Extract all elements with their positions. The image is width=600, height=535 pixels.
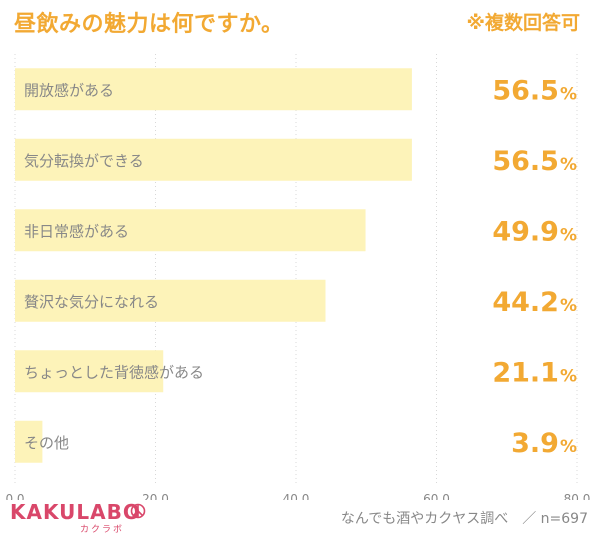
bar <box>15 209 366 252</box>
logo-text: KAKULABO <box>10 500 141 524</box>
category-label: その他 <box>24 434 69 452</box>
peace-icon <box>130 503 146 519</box>
kakulabo-logo: KAKULABO カクラボ <box>10 500 160 535</box>
value-labels: 56.5% 56.5% 49.9% 44.2% 21.1% 3.9% <box>492 75 577 459</box>
chart-title: 昼飲みの魅力は何ですか。 <box>14 12 284 37</box>
multiple-answer-note: ※複数回答可 <box>466 12 580 34</box>
bar <box>15 68 412 111</box>
x-tick-label: 80.0 <box>564 492 591 500</box>
value-label: 21.1% <box>492 357 577 388</box>
value-label: 44.2% <box>492 287 577 318</box>
category-label: ちょっとした背徳感がある <box>24 363 204 381</box>
bar-chart: 開放感がある気分転換ができる非日常感がある贅沢な気分になれるちょっとした背徳感が… <box>5 54 590 500</box>
logo-subtext: カクラボ <box>80 525 125 535</box>
bar <box>15 420 43 463</box>
bar <box>15 350 164 393</box>
bar <box>15 138 412 181</box>
gridlines <box>14 54 578 483</box>
survey-source: なんでも酒やカクヤス調べ ／ n=697 <box>340 511 588 527</box>
category-label: 非日常感がある <box>24 222 129 240</box>
value-label: 56.5% <box>492 75 577 106</box>
bars <box>15 68 412 463</box>
bar <box>15 279 326 322</box>
category-label: 贅沢な気分になれる <box>24 293 159 311</box>
x-tick-label: 60.0 <box>423 492 450 500</box>
x-tick-label: 40.0 <box>283 492 310 500</box>
category-labels: 開放感がある気分転換ができる非日常感がある贅沢な気分になれるちょっとした背徳感が… <box>24 81 204 452</box>
value-label: 49.9% <box>492 216 577 247</box>
category-label: 気分転換ができる <box>24 152 144 170</box>
x-tick-label: 20.0 <box>142 492 169 500</box>
value-label: 56.5% <box>492 146 577 177</box>
x-tick-label: 0.0 <box>5 492 24 500</box>
category-label: 開放感がある <box>24 81 114 99</box>
value-label: 3.9% <box>511 428 577 459</box>
x-axis-ticks: 0.0 20.0 40.0 60.0 80.0 <box>5 492 590 500</box>
